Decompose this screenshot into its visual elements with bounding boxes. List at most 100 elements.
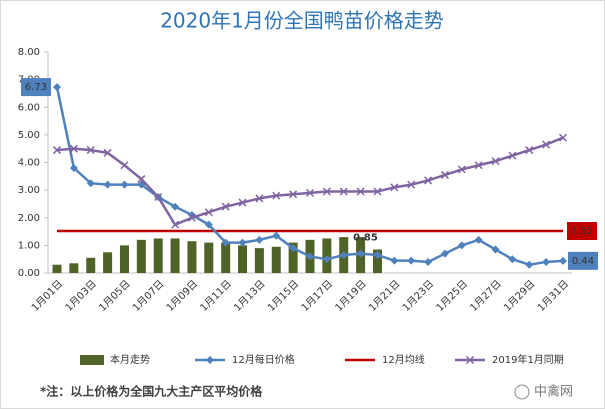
legend-swatch — [80, 355, 104, 365]
marker — [508, 151, 517, 160]
marker — [289, 190, 298, 199]
legend-label: 2019年1月同期 — [492, 353, 564, 366]
marker — [474, 161, 483, 170]
marker — [289, 244, 298, 253]
bar — [86, 257, 96, 273]
y-tick-label: 1.00 — [18, 240, 40, 251]
marker — [306, 252, 314, 261]
watermark: 中禽网 — [534, 384, 573, 400]
marker — [120, 161, 129, 170]
marker — [272, 191, 281, 200]
marker — [542, 140, 551, 149]
marker — [465, 355, 475, 365]
marker — [221, 202, 230, 211]
footnote: *注：以上价格为全国九大主产区平均价格 — [40, 384, 263, 399]
marker — [339, 187, 348, 196]
marker — [407, 256, 416, 265]
marker — [103, 148, 112, 157]
legend-label: 12月每日价格 — [232, 353, 295, 366]
marker — [255, 235, 264, 244]
marker — [187, 213, 196, 222]
marker — [508, 255, 517, 264]
bar — [119, 245, 129, 273]
marker — [525, 260, 534, 269]
marker — [69, 144, 78, 153]
bar — [103, 252, 113, 273]
marker — [339, 251, 348, 260]
bar — [187, 241, 197, 273]
marker — [86, 179, 95, 188]
marker — [52, 146, 62, 155]
marker — [542, 257, 551, 266]
marker — [525, 146, 534, 155]
marker — [204, 208, 213, 217]
marker — [457, 241, 466, 250]
marker — [474, 235, 483, 244]
marker — [120, 180, 129, 189]
marker — [238, 238, 247, 247]
marker — [424, 176, 433, 185]
marker — [305, 188, 315, 197]
marker — [559, 256, 567, 265]
marker — [373, 251, 382, 260]
marker — [457, 165, 466, 174]
value-label: 1.52 — [571, 226, 593, 237]
marker — [171, 220, 180, 229]
watermark-icon — [514, 384, 530, 400]
marker — [86, 146, 95, 155]
marker — [53, 83, 61, 92]
marker — [206, 356, 214, 364]
bar — [204, 242, 214, 273]
value-label-box — [568, 251, 598, 270]
marker — [373, 187, 382, 196]
marker — [491, 245, 500, 254]
bar — [288, 242, 298, 273]
marker — [558, 133, 568, 142]
value-label-box — [21, 78, 51, 97]
marker — [171, 202, 180, 211]
marker — [322, 255, 331, 264]
bar — [271, 246, 281, 273]
value-label: 0.85 — [353, 233, 378, 244]
legend-label: 本月走势 — [110, 353, 150, 366]
y-tick-label: 0.00 — [18, 268, 40, 279]
marker — [390, 183, 399, 192]
marker — [272, 231, 281, 240]
marker — [238, 198, 247, 207]
y-tick-label: 2.00 — [18, 213, 40, 224]
bar — [238, 245, 248, 273]
bar — [254, 248, 264, 273]
marker — [154, 193, 163, 202]
bar — [153, 238, 163, 273]
y-tick-label: 6.00 — [18, 102, 40, 113]
y-tick-label: 3.00 — [18, 185, 40, 196]
bar — [69, 263, 79, 273]
marker — [255, 194, 264, 203]
marker — [103, 180, 112, 189]
marker — [221, 238, 230, 247]
chart-title: 2020年1月份全国鸭苗价格走势 — [160, 9, 444, 33]
y-tick-label: 4.00 — [18, 158, 40, 169]
value-label: 0.44 — [572, 256, 594, 267]
bar — [170, 238, 180, 273]
marker — [390, 256, 399, 265]
marker — [69, 164, 78, 173]
value-label-box — [567, 222, 597, 241]
marker — [356, 187, 365, 196]
marker — [440, 249, 449, 258]
y-tick-label: 5.00 — [18, 130, 40, 141]
marker — [204, 220, 213, 229]
marker — [491, 157, 500, 166]
marker — [407, 180, 416, 189]
bar — [52, 264, 62, 273]
marker — [137, 175, 146, 184]
marker — [356, 249, 365, 258]
bar — [221, 242, 231, 273]
legend-label: 12月均线 — [382, 353, 425, 366]
y-tick-label: 8.00 — [18, 47, 40, 58]
marker — [322, 187, 331, 196]
bar — [372, 249, 382, 273]
bar — [136, 239, 146, 273]
